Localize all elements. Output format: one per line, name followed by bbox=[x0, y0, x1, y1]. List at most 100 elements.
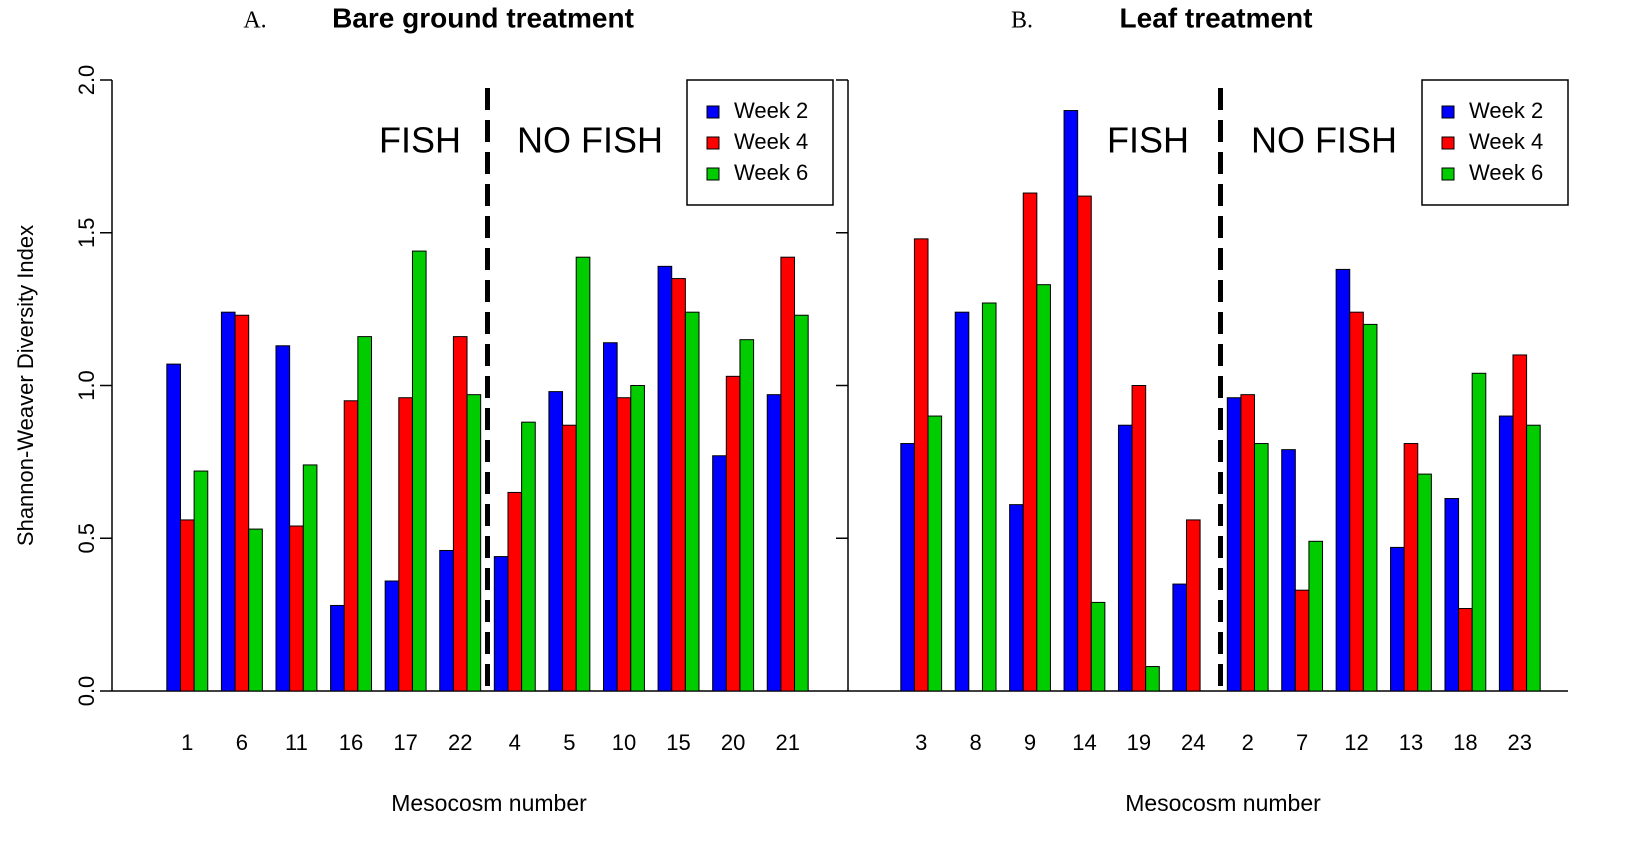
bar bbox=[521, 421, 536, 692]
bar bbox=[780, 256, 796, 692]
bar bbox=[507, 491, 523, 692]
x-tick-label: 17 bbox=[393, 730, 417, 755]
y-tick-label: 1.0 bbox=[74, 370, 99, 401]
bar bbox=[927, 415, 943, 692]
x-tick-label: 6 bbox=[236, 730, 248, 755]
bar bbox=[1172, 583, 1187, 692]
legend-label: Week 6 bbox=[734, 160, 808, 185]
panel-label: B. bbox=[1011, 8, 1033, 34]
bar bbox=[616, 397, 632, 692]
bar bbox=[1512, 354, 1528, 692]
annotation: FISH bbox=[1107, 120, 1189, 161]
legend: Week 2 Week 4 Week 6 bbox=[1421, 79, 1569, 206]
x-tick-label: 5 bbox=[563, 730, 575, 755]
bar bbox=[548, 391, 564, 692]
bar bbox=[575, 256, 591, 692]
bar bbox=[411, 250, 427, 692]
panel-label: A. bbox=[243, 8, 266, 34]
bar bbox=[1090, 601, 1106, 692]
bar bbox=[900, 443, 915, 692]
bar bbox=[1077, 195, 1092, 692]
legend-box bbox=[686, 79, 834, 206]
x-tick-label: 16 bbox=[339, 730, 363, 755]
legend-swatch bbox=[706, 136, 720, 150]
bar bbox=[193, 470, 209, 692]
bar bbox=[913, 238, 929, 692]
legend-swatch bbox=[1441, 167, 1455, 181]
bar bbox=[179, 519, 195, 692]
bar bbox=[234, 314, 250, 692]
legend-label: Week 4 bbox=[734, 129, 808, 154]
bar bbox=[766, 394, 782, 692]
x-tick-label: 2 bbox=[1242, 730, 1254, 755]
bar bbox=[725, 375, 741, 692]
y-tick-label: 2.0 bbox=[74, 65, 99, 96]
bar bbox=[671, 278, 686, 692]
bar bbox=[1009, 504, 1024, 692]
bar bbox=[1498, 415, 1514, 692]
y-axis-label: Shannon-Weaver Diversity Index bbox=[13, 225, 38, 546]
bar bbox=[1417, 473, 1432, 692]
legend-label: Week 6 bbox=[1469, 160, 1543, 185]
legend-swatch bbox=[706, 105, 720, 119]
bar bbox=[439, 549, 454, 692]
bar bbox=[1335, 268, 1351, 692]
x-tick-label: 7 bbox=[1296, 730, 1308, 755]
bar bbox=[1458, 608, 1473, 692]
x-tick-label: 11 bbox=[285, 730, 308, 755]
bar bbox=[166, 363, 181, 692]
legend-swatch bbox=[706, 167, 720, 181]
bar bbox=[1444, 498, 1460, 692]
legend-label: Week 2 bbox=[734, 98, 808, 123]
x-tick-label: 23 bbox=[1508, 730, 1532, 755]
x-axis-label: Mesocosm number bbox=[391, 790, 587, 816]
x-tick-label: 10 bbox=[612, 730, 636, 755]
bar bbox=[289, 525, 304, 692]
legend-swatch bbox=[1441, 136, 1455, 150]
bar bbox=[1063, 110, 1079, 692]
annotation: NO FISH bbox=[517, 120, 663, 161]
x-tick-label: 12 bbox=[1344, 730, 1368, 755]
legend-label: Week 2 bbox=[1469, 98, 1543, 123]
legend-swatch bbox=[1441, 105, 1455, 119]
x-tick-label: 8 bbox=[970, 730, 982, 755]
bar bbox=[1308, 540, 1324, 692]
y-tick-label: 0.5 bbox=[74, 523, 99, 554]
bar bbox=[794, 314, 809, 692]
bar bbox=[1226, 397, 1242, 692]
x-tick-label: 4 bbox=[509, 730, 521, 755]
bar bbox=[1254, 443, 1269, 692]
bar bbox=[1294, 589, 1310, 692]
bar bbox=[602, 342, 618, 692]
annotation: NO FISH bbox=[1251, 120, 1397, 161]
bar bbox=[1403, 443, 1419, 692]
x-tick-label: 9 bbox=[1024, 730, 1036, 755]
bar bbox=[466, 394, 482, 692]
bar bbox=[302, 464, 318, 692]
bar bbox=[954, 311, 970, 692]
bar bbox=[343, 400, 359, 692]
x-tick-label: 22 bbox=[448, 730, 472, 755]
x-tick-label: 13 bbox=[1399, 730, 1423, 755]
bar bbox=[657, 265, 673, 692]
bar bbox=[275, 345, 291, 692]
x-tick-label: 1 bbox=[181, 730, 193, 755]
x-tick-label: 14 bbox=[1072, 730, 1096, 755]
x-tick-label: 24 bbox=[1181, 730, 1205, 755]
bar bbox=[493, 556, 509, 692]
bar bbox=[1281, 449, 1296, 692]
x-tick-label: 18 bbox=[1453, 730, 1477, 755]
chart-title: Bare ground treatment bbox=[332, 2, 634, 33]
y-tick-label: 1.5 bbox=[74, 217, 99, 248]
bar bbox=[1471, 372, 1487, 692]
bar bbox=[1131, 385, 1147, 692]
x-tick-label: 20 bbox=[721, 730, 745, 755]
bar bbox=[1390, 546, 1405, 692]
bar bbox=[1117, 424, 1133, 692]
bar bbox=[562, 424, 577, 692]
x-tick-label: 15 bbox=[666, 730, 690, 755]
x-tick-label: 3 bbox=[915, 730, 927, 755]
bar bbox=[684, 311, 700, 692]
bar bbox=[452, 336, 468, 692]
